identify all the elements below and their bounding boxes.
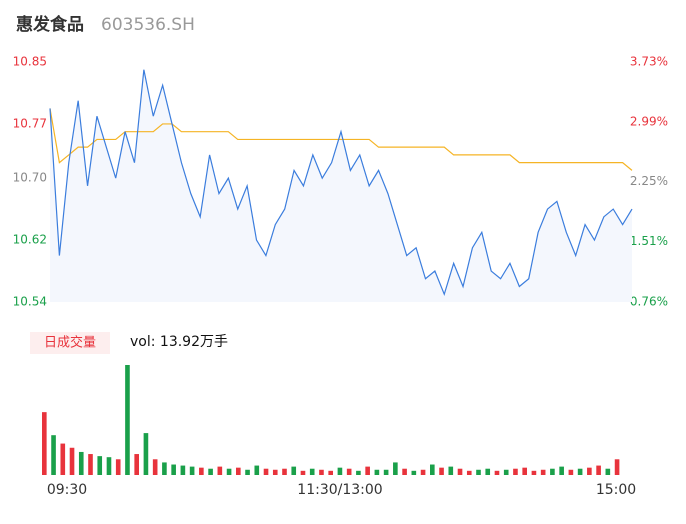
- volume-bar: [448, 466, 454, 475]
- volume-bar: [180, 465, 186, 475]
- volume-bar: [106, 457, 112, 475]
- volume-bar: [245, 469, 250, 475]
- volume-bar: [328, 470, 333, 475]
- y2-tick-label: 2.99%: [630, 114, 668, 128]
- volume-bar: [69, 447, 75, 475]
- volume-bar: [485, 468, 491, 475]
- volume-bar: [513, 468, 518, 475]
- volume-bar: [115, 459, 121, 475]
- stock-name: 惠发食品: [16, 14, 84, 35]
- volume-bar: [466, 470, 472, 475]
- volume-bar: [309, 468, 315, 475]
- volume-bar: [217, 466, 223, 475]
- volume-bar: [374, 469, 380, 475]
- volume-bar: [88, 454, 93, 475]
- volume-bar: [134, 454, 139, 475]
- volume-legend: 日成交量: [44, 335, 96, 351]
- x-tick-label: 15:00: [596, 482, 636, 498]
- y2-tick-label: 3.73%: [630, 55, 668, 69]
- volume-bar: [540, 469, 546, 475]
- volume-bar: [152, 459, 158, 475]
- volume-bar: [208, 468, 213, 475]
- y2-tick-label: 0.76%: [630, 295, 668, 309]
- volume-bar: [577, 468, 583, 475]
- volume-bar: [476, 469, 481, 475]
- y2-tick-label: 1.51%: [630, 234, 668, 248]
- volume-bar: [337, 467, 343, 475]
- volume-bar: [559, 466, 564, 475]
- volume-bar: [550, 468, 555, 475]
- volume-bar: [51, 435, 56, 475]
- volume-bar: [614, 459, 620, 475]
- volume-bar: [199, 467, 204, 475]
- y-tick-label: 10.77: [13, 116, 47, 130]
- volume-bar: [300, 470, 306, 475]
- y2-tick-label: 2.25%: [630, 174, 668, 188]
- volume-bar: [263, 468, 269, 475]
- volume-bar: [522, 467, 527, 475]
- volume-bar: [346, 468, 352, 475]
- stock-code: 603536.SH: [101, 15, 195, 35]
- volume-bar: [402, 468, 407, 475]
- volume-bar: [97, 456, 103, 475]
- volume-bar: [393, 462, 398, 475]
- volume-bar: [125, 365, 130, 475]
- volume-bar: [60, 443, 66, 475]
- volume-bar: [356, 470, 361, 475]
- volume-bar: [78, 451, 84, 475]
- volume-bar: [568, 469, 574, 475]
- volume-bar: [587, 467, 592, 475]
- volume-bar: [236, 467, 241, 475]
- volume-bar: [143, 433, 149, 475]
- volume-bar: [291, 466, 297, 475]
- y-tick-label: 10.54: [13, 295, 47, 309]
- volume-bar: [42, 412, 47, 475]
- volume-bar: [605, 468, 611, 475]
- volume-summary: vol: 13.92万手: [130, 334, 228, 350]
- volume-bar: [503, 469, 509, 475]
- price-line: [49, 69, 633, 297]
- volume-bar: [254, 465, 260, 475]
- x-tick-label: 11:30/13:00: [297, 482, 382, 498]
- volume-bar: [494, 470, 500, 475]
- y-tick-label: 10.85: [13, 55, 47, 69]
- volume-bar: [420, 469, 426, 475]
- volume-bar: [411, 470, 417, 475]
- volume-bar: [226, 468, 232, 475]
- average-line: [49, 108, 633, 171]
- volume-bar: [383, 469, 389, 475]
- volume-bar: [189, 466, 195, 475]
- volume-bar: [282, 468, 287, 475]
- volume-bar: [596, 465, 601, 475]
- price-area: [50, 69, 632, 302]
- volume-bar: [162, 462, 167, 475]
- volume-bar: [531, 470, 537, 475]
- volume-bar: [365, 466, 370, 475]
- volume-bar: [430, 464, 435, 475]
- volume-bar: [439, 467, 444, 475]
- volume-bar: [272, 469, 278, 475]
- volume-bar: [171, 464, 176, 475]
- y-tick-label: 10.70: [13, 171, 47, 185]
- volume-bar: [319, 469, 324, 475]
- volume-bar: [457, 468, 463, 475]
- y-tick-label: 10.62: [13, 233, 47, 247]
- x-tick-label: 09:30: [47, 482, 87, 498]
- volume-badge: [30, 332, 110, 354]
